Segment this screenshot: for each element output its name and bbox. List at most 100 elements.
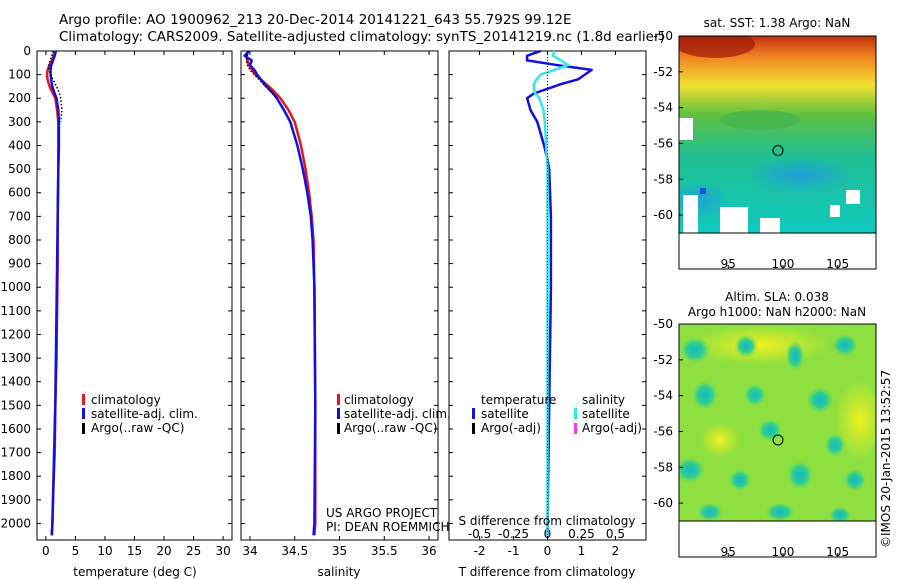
sla-map-title: Altim. SLA: 0.038: [725, 290, 829, 304]
sal-argo-line: [245, 50, 278, 99]
legend-argo-swatch: [337, 423, 340, 434]
sla-map-subtitle: Argo h1000: NaN h2000: NaN: [688, 305, 866, 319]
sst-ytick-label: -56: [653, 136, 673, 150]
sst-ytick-label: -50: [653, 29, 673, 43]
temp-axes-frame: [36, 50, 233, 541]
legend-argo-swatch: [82, 423, 85, 434]
sal-legend-argo: Argo(..raw -QC): [344, 421, 437, 435]
depth-tick-label: 1500: [0, 398, 31, 412]
depth-tick-label: 1300: [0, 351, 31, 365]
pi-label: PI: DEAN ROEMMICH: [326, 520, 449, 534]
depth-tick-label: 1200: [0, 327, 31, 341]
sal-climatology-line: [245, 50, 317, 536]
sst-xtick-label: 105: [826, 257, 849, 271]
depth-tick-label: 1600: [0, 422, 31, 436]
temp-legend-argo: Argo(..raw -QC): [91, 421, 184, 435]
diff-top-tick-label: -0.5: [468, 527, 491, 541]
depth-tick-label: 0: [23, 44, 31, 58]
depth-tick-label: 1400: [0, 375, 31, 389]
diff-xlabel-top: S difference from climatology: [459, 514, 636, 528]
sst-xtick-label: 100: [772, 257, 795, 271]
sal-satellite-line: [243, 50, 317, 536]
temp-legend-climatology: climatology: [91, 393, 161, 407]
depth-tick-label: 2000: [0, 516, 31, 530]
depth-tick-label: 800: [8, 233, 31, 247]
legend-climatology-swatch: [337, 394, 340, 405]
sst-ytick-label: -60: [653, 208, 673, 222]
sal-legend-satellite: satellite-adj. clim.: [344, 407, 451, 421]
sla-xtick-label: 95: [721, 545, 736, 559]
sla-ytick-label: -50: [653, 317, 673, 331]
diff-xtick-label: -1: [508, 544, 520, 558]
diff-legend-sal-title: salinity: [582, 393, 625, 407]
legend-satellite-swatch: [337, 408, 340, 419]
legend-sal-argo-swatch: [574, 423, 577, 434]
sla-lower-frame: [678, 520, 877, 558]
sla-xtick-label: 105: [826, 545, 849, 559]
sst-lower-frame: [678, 232, 877, 270]
project-label: US ARGO PROJECT: [326, 506, 438, 520]
sst-ytick-label: -52: [653, 65, 673, 79]
temp-xtick-label: 15: [127, 544, 142, 558]
depth-tick-label: 100: [8, 68, 31, 82]
sal-xtick-label: 35.5: [371, 544, 398, 558]
sst-ytick-label: -54: [653, 101, 673, 115]
diff-legend-sal-argo: Argo(-adj): [582, 421, 642, 435]
legend-satellite-swatch: [82, 408, 85, 419]
diff-xtick-label: -2: [474, 544, 486, 558]
sst-map-image: [679, 36, 876, 233]
sal-xtick-label: 34.5: [281, 544, 308, 558]
legend-climatology-swatch: [82, 394, 85, 405]
diff-legend-temp-satellite: satellite: [481, 407, 529, 421]
plot-title-line2: Climatology: CARS2009. Satellite-adjuste…: [59, 29, 665, 45]
depth-tick-label: 400: [8, 138, 31, 152]
sal-xtick-label: 34: [242, 544, 257, 558]
sal-xtick-label: 35: [332, 544, 347, 558]
sla-ytick-label: -58: [653, 460, 673, 474]
temp-legend-satellite: satellite-adj. clim.: [91, 407, 198, 421]
temp-xtick-label: 30: [215, 544, 230, 558]
plot-title-line1: Argo profile: AO 1900962_213 20-Dec-2014…: [59, 12, 572, 28]
depth-tick-label: 500: [8, 162, 31, 176]
sal-axes-frame: [240, 50, 439, 541]
sal-legend-climatology: climatology: [344, 393, 414, 407]
diff-legend-temp-argo: Argo(-adj): [481, 421, 541, 435]
temp-xlabel: temperature (deg C): [73, 565, 196, 579]
sla-xtick-label: 100: [772, 545, 795, 559]
diff-sal-satellite-line: [532, 50, 570, 536]
depth-tick-label: 1700: [0, 446, 31, 460]
temp-xtick-label: 5: [72, 544, 80, 558]
sst-map-title: sat. SST: 1.38 Argo: NaN: [704, 16, 851, 30]
depth-tick-label: 700: [8, 209, 31, 223]
sst-ytick-label: -58: [653, 172, 673, 186]
sal-xtick-label: 36: [421, 544, 436, 558]
depth-tick-label: 1900: [0, 493, 31, 507]
sla-ytick-label: -56: [653, 424, 673, 438]
depth-tick-label: 600: [8, 186, 31, 200]
temp-xtick-label: 20: [156, 544, 171, 558]
diff-temp-satellite-line: [525, 49, 593, 536]
sal-xlabel: salinity: [317, 565, 360, 579]
depth-tick-label: 900: [8, 257, 31, 271]
temp-xtick-label: 0: [42, 544, 50, 558]
diff-top-tick-label: 0.5: [606, 527, 625, 541]
diff-xtick-label: 1: [578, 544, 586, 558]
sla-ytick-label: -60: [653, 496, 673, 510]
legend-temp-satellite-swatch: [472, 408, 475, 419]
depth-tick-label: 200: [8, 91, 31, 105]
sla-ytick-label: -52: [653, 353, 673, 367]
legend-temp-argo-swatch: [472, 423, 475, 434]
sst-xtick-label: 95: [721, 257, 736, 271]
depth-tick-label: 300: [8, 115, 31, 129]
temp-xtick-label: 10: [97, 544, 112, 558]
diff-xlabel: T difference from climatology: [458, 565, 636, 579]
sst-argo-marker: [772, 145, 784, 156]
temp-satellite-line: [49, 50, 61, 536]
diff-legend-sal-satellite: satellite: [582, 407, 630, 421]
depth-tick-label: 1800: [0, 469, 31, 483]
legend-sal-satellite-swatch: [574, 408, 577, 419]
diff-top-tick-label: 0.25: [568, 527, 595, 541]
diff-top-tick-label: -0.25: [498, 527, 529, 541]
sla-argo-marker: [772, 434, 784, 446]
